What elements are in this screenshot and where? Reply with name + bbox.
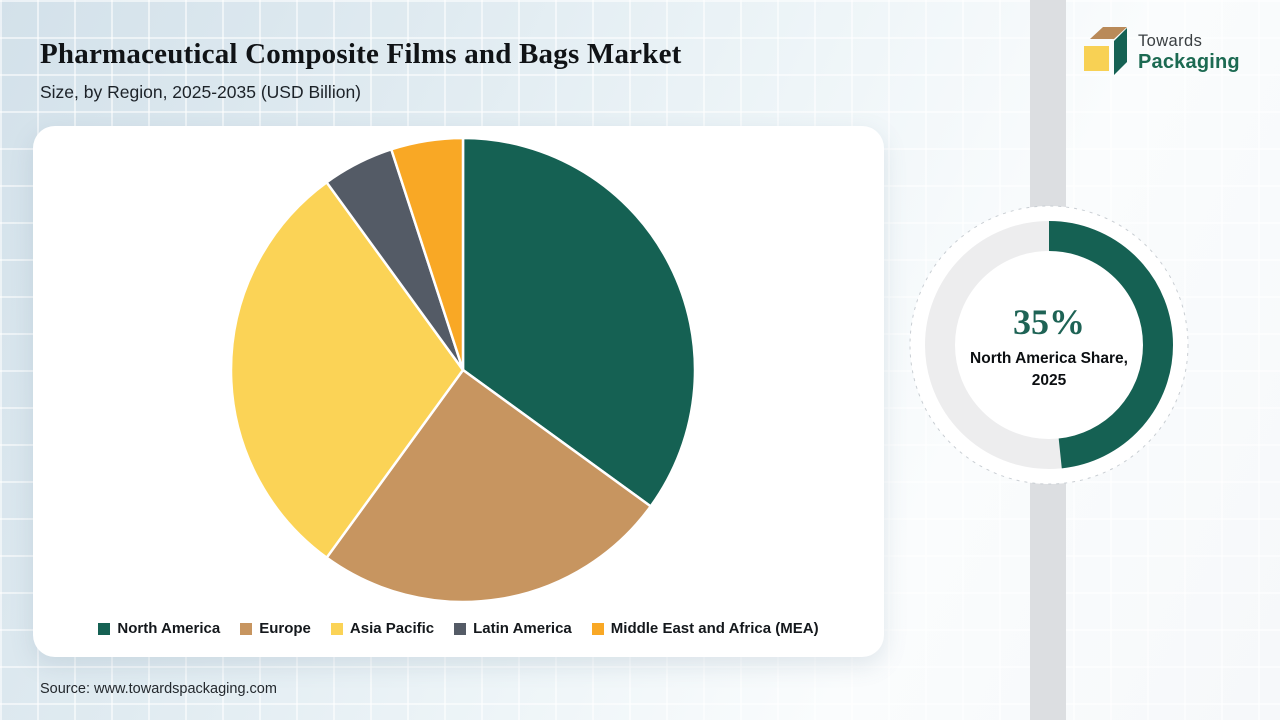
pie-slice-asia-pacific xyxy=(229,181,465,559)
legend-item: Latin America xyxy=(454,620,572,637)
legend-label: Middle East and Africa (MEA) xyxy=(610,620,819,637)
legend-swatch xyxy=(240,622,253,635)
chart-card: North America Europe Asia Pacific Latin Ame… xyxy=(33,126,884,657)
legend-swatch xyxy=(454,622,467,635)
source-note: Source: www.towardspackaging.com xyxy=(40,681,277,697)
donut-fill-arc xyxy=(925,221,1173,469)
pie-slice-europe xyxy=(325,368,652,604)
legend-item: North America xyxy=(98,620,220,637)
legend-label: Latin America xyxy=(473,620,572,637)
donut-value: 35% xyxy=(1013,302,1085,343)
legend-label: Europe xyxy=(259,620,311,637)
legend-label: North America xyxy=(117,620,221,637)
donut-caption: North America Share, 2025 xyxy=(970,350,1128,389)
legend-swatch xyxy=(98,622,111,635)
package-box-icon xyxy=(1082,22,1128,83)
header: Pharmaceutical Composite Films and Bags … xyxy=(40,38,940,103)
legend-swatch xyxy=(591,622,604,635)
pie-slice-north-america xyxy=(461,136,697,508)
legend-item: Europe xyxy=(240,620,311,637)
donut-gauge: 35% North America Share, 2025 xyxy=(904,200,1194,490)
pie-slice-middle-east-and-africa-mea xyxy=(390,136,465,372)
chart-legend: North America Europe Asia Pacific Latin Ame… xyxy=(33,620,884,637)
legend-item: Asia Pacific xyxy=(330,620,435,637)
logo-text: Towards Packaging xyxy=(1138,32,1240,74)
page-subtitle: Size, by Region, 2025-2035 (USD Billion) xyxy=(40,82,361,103)
pie-chart xyxy=(228,135,698,605)
page-title: Pharmaceutical Composite Films and Bags … xyxy=(40,38,682,70)
logo-line2: Packaging xyxy=(1138,50,1240,73)
donut-text: 35% North America Share, 2025 xyxy=(904,203,1194,493)
towards-packaging-logo: Towards Packaging xyxy=(1082,22,1240,83)
logo-line1: Towards xyxy=(1138,31,1203,50)
legend-label: Asia Pacific xyxy=(349,620,435,637)
legend-item: Middle East and Africa (MEA) xyxy=(591,620,819,637)
legend-swatch xyxy=(330,622,343,635)
